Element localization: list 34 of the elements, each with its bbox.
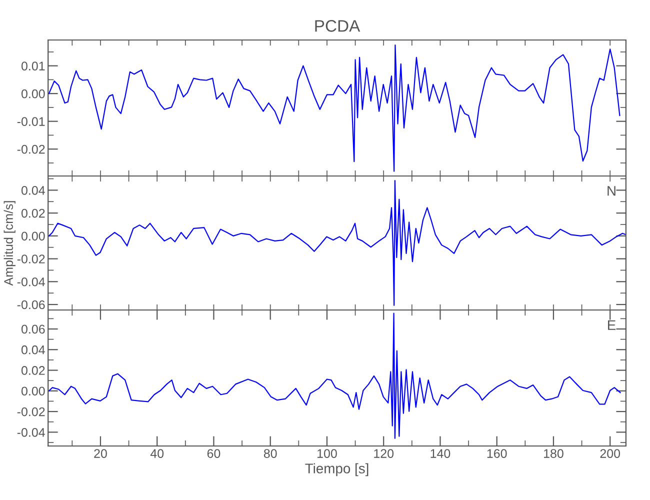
x-tick-label: 180 xyxy=(544,449,564,458)
x-tick-label: 160 xyxy=(487,449,507,458)
y-tick-label: 0.00 xyxy=(21,232,45,241)
annotation: N xyxy=(608,186,616,196)
x-tick-label: 40 xyxy=(150,449,164,458)
x-axis-title: Tiempo [s] xyxy=(305,463,368,476)
line-series xyxy=(48,312,621,439)
chart-title: PCDA xyxy=(315,20,360,32)
y-axis-title: Amplitud [cm/s] xyxy=(4,201,16,286)
x-tick-label: 200 xyxy=(600,449,620,458)
y-tick-label: -0.06 xyxy=(17,300,45,310)
y-tick-label: 0.02 xyxy=(21,208,45,218)
y-tick-label: 0.04 xyxy=(21,186,45,195)
y-tick-label: 0.00 xyxy=(21,386,45,396)
y-tick-label: -0.02 xyxy=(17,144,45,154)
y-tick-label: 0.02 xyxy=(21,366,45,375)
y-tick-label: -0.01 xyxy=(17,117,45,126)
y-tick-label: 0.01 xyxy=(21,62,45,70)
x-tick-label: 20 xyxy=(94,449,107,458)
y-tick-label: -0.04 xyxy=(17,428,45,437)
line-series xyxy=(48,180,626,306)
annotation: E xyxy=(608,320,616,330)
y-tick-label: -0.04 xyxy=(17,277,45,286)
y-tick-label: 0.06 xyxy=(21,324,45,334)
y-tick-label: 0.04 xyxy=(21,345,45,354)
y-tick-label: 0.00 xyxy=(21,89,45,98)
x-tick-label: 60 xyxy=(207,449,220,458)
x-tick-label: 100 xyxy=(318,449,337,458)
x-tick-label: 140 xyxy=(430,449,450,458)
y-tick-label: -0.02 xyxy=(17,254,45,264)
line-series xyxy=(48,44,620,172)
x-tick-label: 80 xyxy=(264,449,277,458)
y-tick-label: -0.02 xyxy=(17,407,45,416)
x-tick-label: 120 xyxy=(374,449,394,458)
